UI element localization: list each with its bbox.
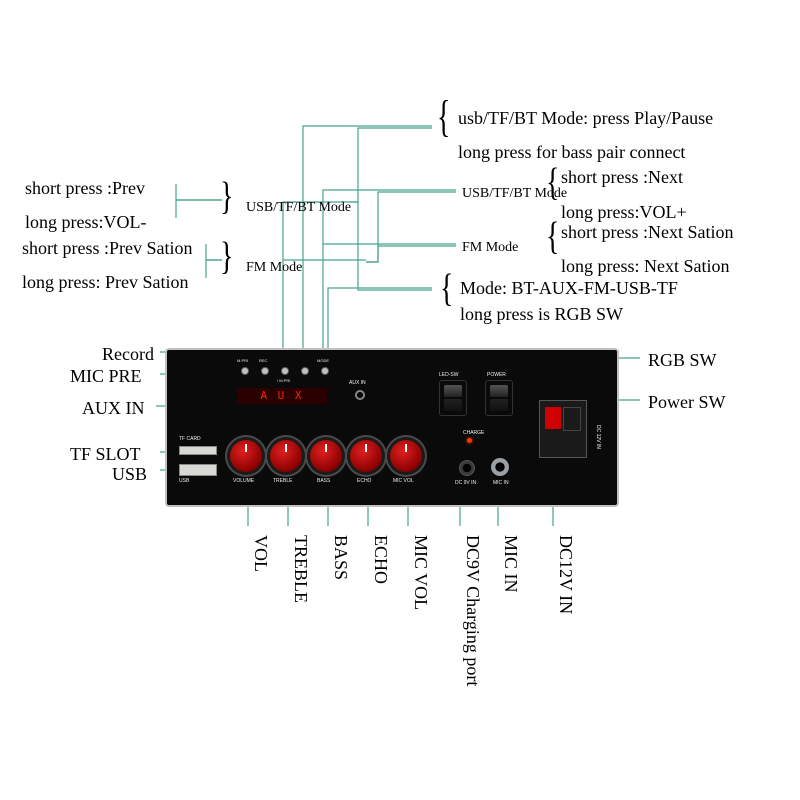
knob-treble-label: TREBLE xyxy=(273,478,292,484)
bracket-4: { xyxy=(546,216,559,261)
top-text-3: long press:VOL+ xyxy=(561,202,687,223)
label-tfslot: TF SLOT xyxy=(70,444,141,465)
charge-led xyxy=(467,438,472,443)
knob-bass[interactable] xyxy=(310,440,342,472)
vlabel-bass: BASS xyxy=(330,535,351,580)
top-text-6: Mode: BT-AUX-FM-USB-TF xyxy=(460,278,678,299)
label-micpre: MIC PRE xyxy=(70,366,142,387)
btn-mpri[interactable] xyxy=(242,368,248,374)
switch-power[interactable] xyxy=(485,380,513,416)
knob-bass-label: BASS xyxy=(317,478,330,484)
vlabel-echo: ECHO xyxy=(370,535,391,584)
tf-slot[interactable] xyxy=(179,446,217,455)
label-usb: USB xyxy=(112,464,147,485)
aux-jack[interactable] xyxy=(355,390,365,400)
label-auxin: AUX IN xyxy=(82,398,145,419)
top-text-2: short press :Next xyxy=(561,167,683,188)
vlabel-micvol: MIC VOL xyxy=(410,535,431,610)
usb-port[interactable] xyxy=(179,464,217,476)
switch-led[interactable] xyxy=(439,380,467,416)
sw-power-label: POWER xyxy=(487,372,506,378)
top-text-9: long press:VOL- xyxy=(25,212,146,233)
btn-mode-label: MODE xyxy=(317,358,329,363)
bracket-5: { xyxy=(440,268,453,313)
vlabel-treble: TREBLE xyxy=(290,535,311,603)
bracket-2: { xyxy=(437,92,450,143)
knob-treble[interactable] xyxy=(270,440,302,472)
top-text-0: usb/TF/BT Mode: press Play/Pause xyxy=(458,108,713,129)
audio-panel: A U X MODE REC M.PRI / M.PRI VOLUME TREB… xyxy=(165,348,619,507)
mic-jack[interactable] xyxy=(491,458,509,476)
knob-micvol-label: MIC VOL xyxy=(393,478,414,484)
vlabel-dc9v: DC9V Charging port xyxy=(462,535,483,686)
mode-0: USB/TF/BT Mode xyxy=(246,200,351,216)
dc9v-label: DC 9V IN xyxy=(455,480,476,486)
auxin-panel-label: AUX IN xyxy=(349,380,366,386)
top-text-8: short press :Prev xyxy=(25,178,145,199)
knob-volume[interactable] xyxy=(230,440,262,472)
usb-label: USB xyxy=(179,478,189,484)
btn-play[interactable] xyxy=(302,368,308,374)
micin-label: MIC IN xyxy=(493,480,509,486)
btn-mpri-label: M.PRI xyxy=(237,358,248,363)
top-text-1: long press for bass pair connect xyxy=(458,142,685,163)
btn-next[interactable] xyxy=(322,368,328,374)
btn-rec[interactable] xyxy=(262,368,268,374)
top-row-label: / M.PRI xyxy=(277,378,290,383)
vlabel-dc12v: DC12V IN xyxy=(555,535,576,614)
knob-echo[interactable] xyxy=(350,440,382,472)
top-text-10: short press :Prev Sation xyxy=(22,238,193,259)
vlabel-vol: VOL xyxy=(250,535,271,572)
top-text-4: short press :Next Sation xyxy=(561,222,734,243)
dc9v-jack[interactable] xyxy=(459,460,475,476)
dc12v-terminal[interactable] xyxy=(539,400,587,458)
charge-label: CHARGE xyxy=(463,430,484,436)
knob-micvol[interactable] xyxy=(390,440,422,472)
btn-rec-label: REC xyxy=(259,358,267,363)
label-record: Record xyxy=(102,344,154,365)
mode-1: FM Mode xyxy=(246,260,302,276)
btn-prev[interactable] xyxy=(282,368,288,374)
bracket-0: } xyxy=(220,176,233,221)
knob-echo-label: ECHO xyxy=(357,478,371,484)
top-text-5: long press: Next Sation xyxy=(561,256,730,277)
top-text-7: long press is RGB SW xyxy=(460,304,623,325)
mode-3: FM Mode xyxy=(462,240,518,256)
tf-label: TF CARD xyxy=(179,436,201,442)
label-rgbsw: RGB SW xyxy=(648,350,717,371)
knob-volume-label: VOLUME xyxy=(233,478,254,484)
bracket-1: } xyxy=(220,236,233,281)
sw-led-label: LED-SW xyxy=(439,372,458,378)
vlabel-micin: MIC IN xyxy=(500,535,521,593)
led-display: A U X xyxy=(237,388,327,404)
dc12v-label: DC 12V IN xyxy=(595,425,601,449)
top-text-11: long press: Prev Sation xyxy=(22,272,189,293)
label-powersw: Power SW xyxy=(648,392,726,413)
bracket-3: { xyxy=(546,162,559,207)
